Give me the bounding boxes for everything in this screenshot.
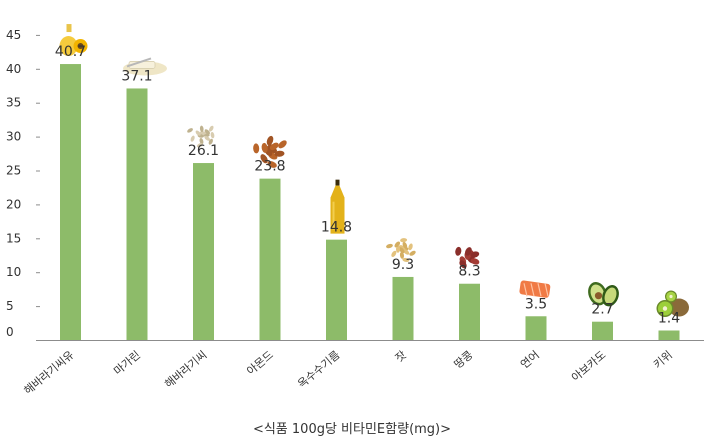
x-tick-label: 잣 <box>393 348 409 364</box>
x-tick-label: 해바라기씨 <box>162 348 210 391</box>
y-tick-label: 30 <box>6 130 21 144</box>
y-tick-label: 5 <box>6 299 14 313</box>
y-tick-label: 45 <box>6 28 21 42</box>
sunflower-seeds-icon <box>187 125 215 148</box>
bar <box>326 239 347 340</box>
chart-caption: <식품 100g당 비타민E함량(mg)> <box>252 422 452 437</box>
margarine-icon <box>123 57 167 76</box>
value-label: 2.7 <box>591 302 613 318</box>
y-tick-label: 35 <box>6 96 21 110</box>
y-tick-label: 10 <box>6 265 21 279</box>
bar <box>392 276 414 340</box>
y-axis: 0 5 10 15 20 25 30 35 40 45 <box>6 28 40 341</box>
bar <box>525 316 547 340</box>
value-label: 9.3 <box>392 257 414 273</box>
x-tick-label: 아보카도 <box>569 348 608 384</box>
x-tick-label: 아몬드 <box>244 348 276 377</box>
sunflower-oil-bottle-icon <box>59 24 88 57</box>
y-tick-label: 20 <box>6 197 21 211</box>
bar <box>60 64 81 340</box>
y-tick-label: 15 <box>6 231 21 245</box>
peanuts-icon <box>455 246 480 269</box>
value-label: 3.5 <box>525 296 547 312</box>
bars <box>60 64 680 340</box>
kiwi-icon <box>656 290 689 318</box>
bar <box>126 88 148 340</box>
bar <box>193 163 214 340</box>
avocado-icon <box>588 282 619 307</box>
bar <box>259 178 281 340</box>
value-label: 40.7 <box>55 44 86 60</box>
value-label: 26.1 <box>188 143 219 159</box>
pine-nuts-icon <box>386 238 416 262</box>
bar <box>658 330 680 340</box>
almonds-icon <box>253 135 287 168</box>
salmon-icon <box>519 280 551 298</box>
value-label: 8.3 <box>458 264 480 280</box>
food-icons <box>59 24 689 318</box>
x-tick-label: 땅콩 <box>452 348 476 371</box>
y-tick-label: 40 <box>6 62 21 76</box>
bar <box>459 283 480 340</box>
x-tick-label: 키위 <box>651 348 675 371</box>
x-axis-labels: 해바라기씨유 마가린 해바라기씨 아몬드 옥수수기름 잣 땅콩 연어 아보카도 키위 <box>21 348 675 398</box>
x-tick-label: 해바라기씨유 <box>21 348 77 398</box>
value-label: 1.4 <box>658 311 680 327</box>
y-tick-label: 25 <box>6 164 21 178</box>
value-labels: 40.7 37.1 26.1 23.8 14.8 9.3 8.3 3.5 2.7 1.4 <box>55 44 680 326</box>
value-label: 37.1 <box>121 68 152 84</box>
x-tick-label: 연어 <box>518 348 542 371</box>
x-tick-label: 옥수수기름 <box>295 348 342 390</box>
value-label: 23.8 <box>254 159 285 175</box>
x-tick-label: 마가린 <box>111 348 143 377</box>
value-label: 14.8 <box>321 220 352 236</box>
y-tick-label: 0 <box>6 325 14 339</box>
bar <box>592 321 613 340</box>
corn-oil-bottle-icon <box>330 179 345 234</box>
